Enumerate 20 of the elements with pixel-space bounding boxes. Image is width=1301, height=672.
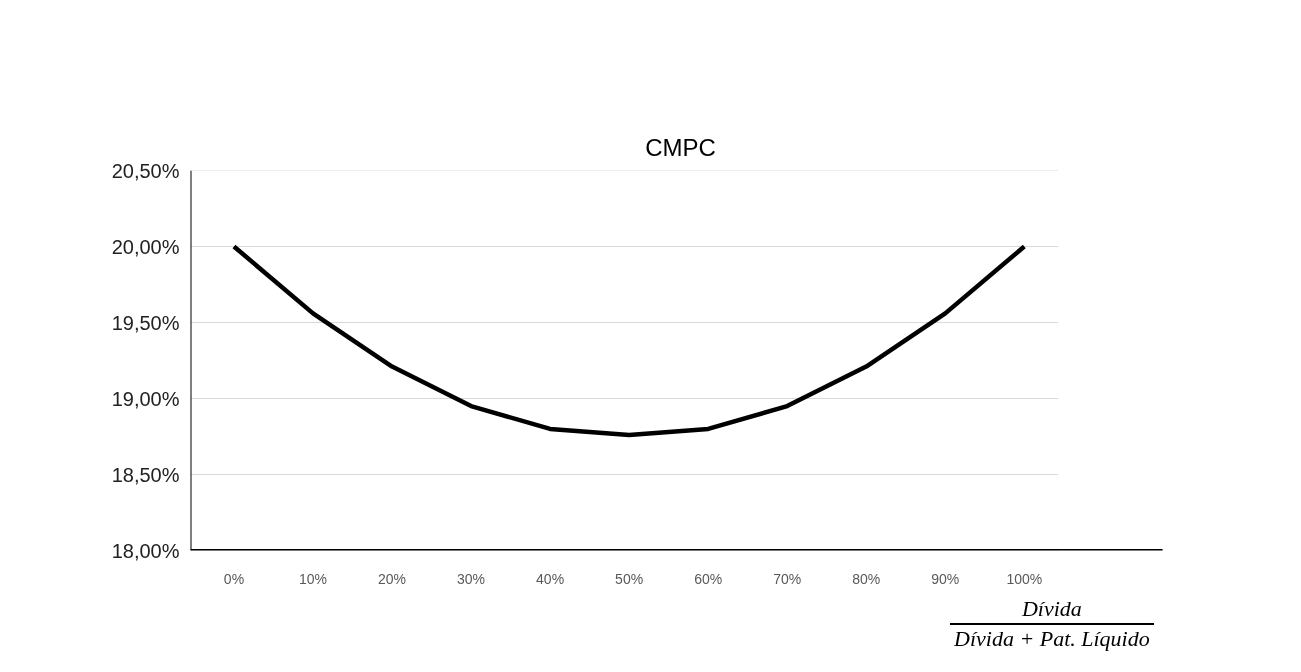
y-tick-label: 20,50% [111, 159, 180, 182]
x-tick-label: 60% [694, 570, 723, 587]
y-tick-label: 19,00% [111, 387, 180, 410]
x-axis-title: Dívida Dívida + Pat. Líquido [953, 595, 1151, 653]
x-tick-label: 30% [457, 570, 486, 587]
y-tick-label: 18,00% [111, 539, 180, 562]
x-tick-label: 40% [536, 570, 565, 587]
y-tick-label: 19,50% [111, 311, 180, 334]
chart-title: CMPC [645, 133, 716, 161]
x-tick-label: 50% [615, 570, 644, 587]
x-tick-label: 80% [852, 570, 881, 587]
y-tick-label: 18,50% [111, 463, 180, 486]
x-tick-label: 100% [1006, 570, 1043, 587]
line-series [231, 244, 1027, 438]
x-tick-label: 10% [298, 570, 328, 587]
x-tick-label: 90% [931, 570, 960, 587]
x-tick-label: 20% [378, 570, 407, 587]
x-tick-label: 0% [223, 570, 245, 587]
y-tick-label: 20,00% [111, 235, 180, 258]
x-tick-label: 70% [773, 570, 802, 587]
